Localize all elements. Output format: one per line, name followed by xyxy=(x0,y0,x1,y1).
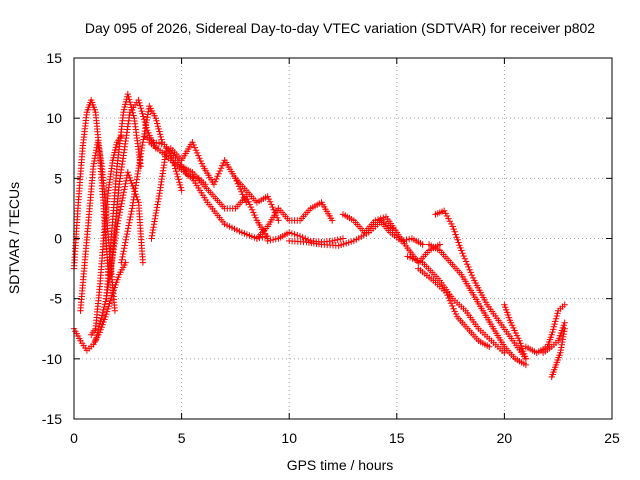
y-tick-label: -5 xyxy=(50,291,63,307)
series-pass-12 xyxy=(167,139,250,206)
series-pass-13 xyxy=(178,163,271,242)
point-markers xyxy=(253,199,336,242)
y-tick-label: 5 xyxy=(54,170,62,186)
y-tick-label: 10 xyxy=(46,110,62,126)
series-pass-7 xyxy=(107,96,159,278)
x-tick-label: 15 xyxy=(389,430,405,446)
point-markers xyxy=(88,133,125,338)
y-tick-label: 0 xyxy=(54,231,62,247)
point-markers xyxy=(167,139,250,206)
x-tick-label: 25 xyxy=(604,430,620,446)
x-tick-label: 0 xyxy=(70,430,78,446)
y-tick-label: -10 xyxy=(42,351,62,367)
series-pass-11 xyxy=(148,145,185,242)
point-markers xyxy=(415,265,493,350)
point-markers xyxy=(339,211,400,236)
series-pass-8 xyxy=(118,102,166,266)
point-markers xyxy=(148,145,185,242)
point-markers xyxy=(425,241,530,369)
series-pass-27 xyxy=(548,325,568,381)
series-pass-22 xyxy=(425,241,530,369)
point-markers xyxy=(501,301,530,362)
point-markers xyxy=(432,207,530,362)
axis-ticks: 0 5 10 15 20 25 -15 -10 -5 0 5 10 15 xyxy=(42,50,620,446)
y-tick-label: 15 xyxy=(46,50,62,66)
series-pass-26 xyxy=(522,301,568,356)
series-pass-18 xyxy=(339,211,400,236)
point-markers xyxy=(404,253,508,356)
point-markers xyxy=(107,96,159,278)
series-pass-23 xyxy=(404,253,508,356)
series-pass-28 xyxy=(539,319,568,356)
y-axis-label: SDTVAR / TECUs xyxy=(6,182,22,294)
y-tick-label: -15 xyxy=(42,411,62,427)
point-markers xyxy=(539,319,568,356)
x-tick-label: 10 xyxy=(281,430,297,446)
x-tick-label: 5 xyxy=(178,430,186,446)
series-pass-15 xyxy=(253,199,336,242)
point-markers xyxy=(548,325,568,381)
series-pass-25 xyxy=(501,301,530,362)
point-markers xyxy=(522,301,568,356)
series-pass-4 xyxy=(88,133,125,338)
point-markers xyxy=(178,163,271,242)
series-pass-24 xyxy=(415,265,493,350)
chart-title: Day 095 of 2026, Sidereal Day-to-day VTE… xyxy=(85,20,595,36)
x-tick-label: 20 xyxy=(497,430,513,446)
series-pass-21 xyxy=(432,207,530,362)
point-markers xyxy=(118,102,166,266)
data-points xyxy=(70,90,568,381)
x-axis-label: GPS time / hours xyxy=(287,457,394,473)
